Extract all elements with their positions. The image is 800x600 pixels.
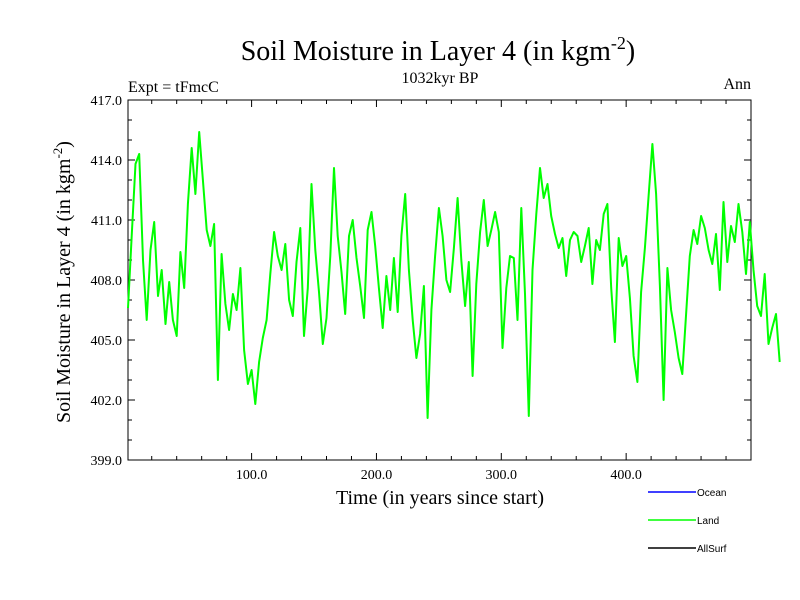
series-layer — [127, 131, 781, 419]
x-tick-label: 100.0 — [236, 468, 268, 483]
chart-title: Soil Moisture in Layer 4 (in kgm-2) — [241, 33, 636, 67]
experiment-label: Expt = tFmcC — [128, 79, 219, 96]
y-axis: 399.0 402.0 405.0 408.0 411.0 414.0 417.0 — [91, 94, 751, 469]
legend: Ocean Land AllSurf — [648, 488, 727, 555]
y-tick-label: 414.0 — [91, 154, 123, 169]
y-tick-label: 399.0 — [91, 454, 123, 469]
x-tick-label: 300.0 — [486, 468, 518, 483]
y-tick-label: 417.0 — [91, 94, 123, 109]
y-tick-label: 408.0 — [91, 274, 123, 289]
x-axis: 100.0 200.0 300.0 400.0 — [151, 100, 727, 483]
legend-label-ocean: Ocean — [697, 488, 726, 499]
series-line-land — [127, 131, 781, 419]
y-tick-label: 405.0 — [91, 334, 123, 349]
y-tick-label: 411.0 — [91, 214, 122, 229]
chart-subtitle: 1032kyr BP — [402, 70, 479, 87]
legend-label-allsurf: AllSurf — [697, 544, 727, 555]
legend-label-land: Land — [697, 516, 719, 527]
season-label: Ann — [723, 76, 751, 93]
x-tick-label: 200.0 — [361, 468, 393, 483]
x-tick-label: 400.0 — [610, 468, 642, 483]
x-axis-label: Time (in years since start) — [336, 487, 544, 509]
y-axis-label: Soil Moisture in Layer 4 (in kgm-2) — [50, 141, 75, 423]
y-tick-label: 402.0 — [91, 394, 123, 409]
